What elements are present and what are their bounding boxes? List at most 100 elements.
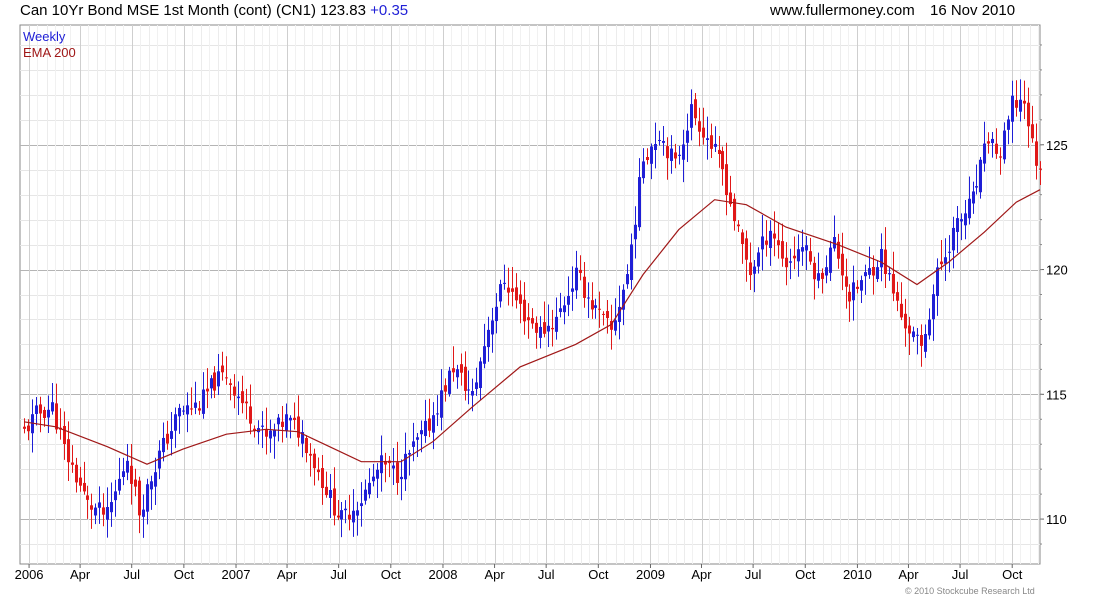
candle-body [773, 233, 776, 239]
candle-body [753, 266, 756, 274]
candle-body [507, 287, 510, 293]
x-tick-label: Jul [538, 567, 555, 582]
candle-body [690, 104, 693, 128]
candle-body [948, 251, 951, 253]
candle-body [833, 237, 836, 249]
candle-body [888, 273, 891, 275]
candle-body [757, 252, 760, 267]
candle-body [547, 325, 550, 332]
candle-body [626, 274, 629, 285]
candle-body [614, 320, 617, 331]
candle-body [114, 491, 117, 501]
candle-body [194, 402, 197, 408]
candle-body [1007, 119, 1010, 130]
candle-body [368, 482, 371, 495]
candle-body [456, 369, 459, 378]
candle-body [884, 249, 887, 274]
candle-body [384, 460, 387, 465]
candle-body [987, 141, 990, 144]
candle-body [761, 236, 764, 250]
candle-body [138, 480, 141, 516]
candle-body [376, 469, 379, 479]
candle-body [448, 370, 451, 394]
candle-body [491, 320, 494, 335]
candle-body [837, 241, 840, 259]
candle-body [591, 300, 594, 310]
candle-body [876, 267, 879, 280]
candle-body [150, 481, 153, 490]
x-tick-label: Oct [1002, 567, 1023, 582]
y-tick-label: 115 [1046, 387, 1067, 402]
candle-body [785, 257, 788, 268]
candle-body [281, 421, 284, 427]
candle-body [269, 430, 272, 439]
candle-body [464, 366, 467, 391]
candle-body [467, 389, 470, 391]
candle-body [682, 144, 685, 160]
candle-body [130, 465, 133, 484]
candle-body [479, 361, 482, 389]
x-tick-label: Jul [745, 567, 762, 582]
candle-body [642, 161, 645, 179]
candle-body [245, 401, 248, 404]
candle-body [805, 245, 808, 251]
candle-body [71, 462, 74, 465]
candle-body [864, 272, 867, 277]
candle-body [515, 287, 518, 301]
candle-body [932, 294, 935, 320]
x-tick-label: Apr [898, 567, 919, 582]
candle-body [880, 248, 883, 268]
candle-body [567, 296, 570, 305]
candle-body [594, 305, 597, 308]
x-tick-label: Oct [588, 567, 609, 582]
candle-body [654, 144, 657, 150]
candle-body [610, 320, 613, 330]
candle-body [1023, 100, 1026, 104]
candle-body [979, 159, 982, 193]
candle-body [471, 391, 474, 396]
candle-body [83, 482, 86, 492]
chart-header: Can 10Yr Bond MSE 1st Month (cont) (CN1)… [0, 0, 1100, 24]
candle-body [392, 465, 395, 469]
candle-body [202, 389, 205, 414]
x-tick-label: Apr [277, 567, 298, 582]
candle-body [765, 240, 768, 245]
site-url[interactable]: www.fullermoney.com [770, 2, 915, 19]
candle-body [126, 460, 129, 473]
candle-body [924, 334, 927, 352]
candle-body [475, 382, 478, 389]
candle-body [602, 313, 605, 315]
candle-body [1019, 99, 1022, 112]
candle-body [710, 135, 713, 149]
candle-body [519, 294, 522, 304]
candle-body [285, 414, 288, 431]
candle-body [424, 420, 427, 437]
candle-body [86, 495, 89, 500]
candle-body [90, 505, 93, 510]
candle-body [47, 409, 50, 418]
chart-title: Can 10Yr Bond MSE 1st Month (cont) (CN1)… [20, 2, 408, 19]
candle-body [781, 241, 784, 259]
candle-body [646, 157, 649, 161]
x-tick-label: Oct [381, 567, 402, 582]
candle-body [313, 453, 316, 469]
ema-200-line [23, 189, 1041, 465]
candle-body [892, 273, 895, 294]
candle-body [372, 476, 375, 482]
candle-body [622, 289, 625, 310]
candle-body [511, 288, 514, 292]
candle-body [102, 507, 105, 515]
candle-body [968, 198, 971, 219]
candle-body [975, 186, 978, 188]
candle-body [908, 325, 911, 334]
candle-body [793, 255, 796, 259]
candle-body [817, 273, 820, 281]
candle-body [444, 385, 447, 392]
candle-body [1015, 100, 1018, 108]
candle-body [79, 477, 82, 486]
candle-body [400, 476, 403, 480]
candle-body [634, 224, 637, 240]
candle-body [606, 311, 609, 319]
candle-body [182, 410, 185, 412]
candle-body [122, 471, 125, 477]
